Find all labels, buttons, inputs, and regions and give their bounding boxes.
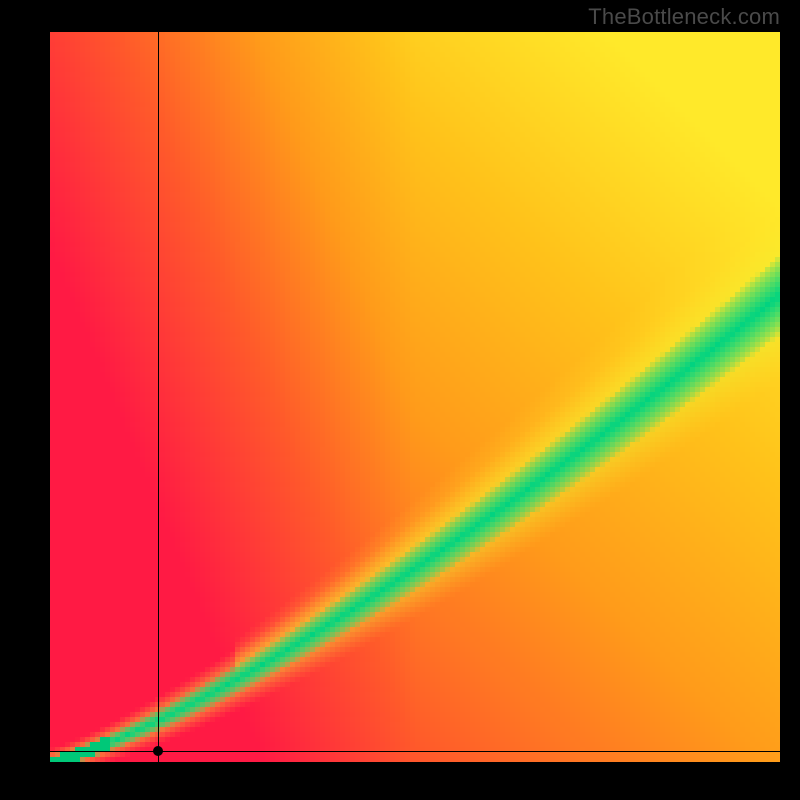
crosshair-vertical	[158, 32, 159, 762]
crosshair-marker	[153, 746, 163, 756]
heatmap-plot	[50, 32, 780, 762]
watermark-text: TheBottleneck.com	[588, 4, 780, 30]
heatmap-canvas	[50, 32, 780, 762]
chart-container: TheBottleneck.com	[0, 0, 800, 800]
